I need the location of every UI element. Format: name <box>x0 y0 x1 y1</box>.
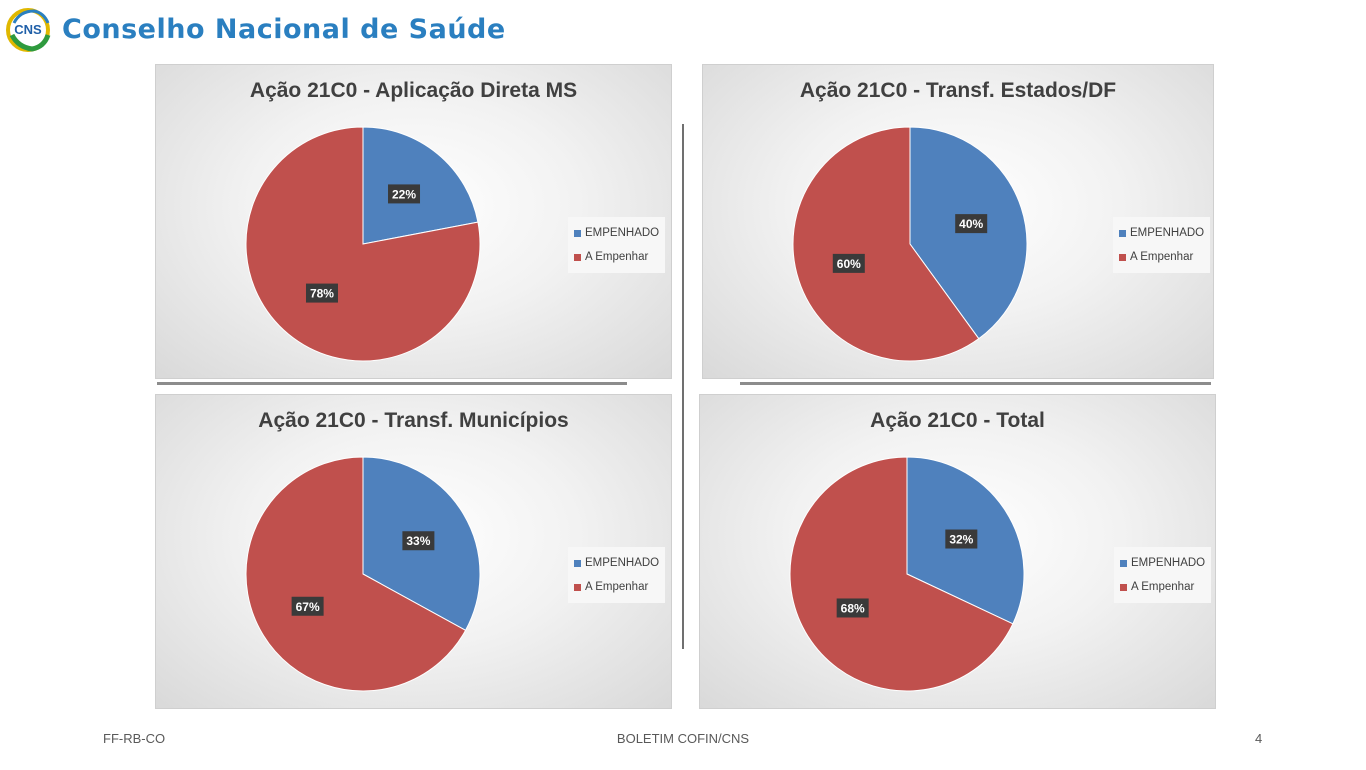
logo-text: CNS <box>14 22 42 37</box>
header: CNS Conselho Nacional de Saúde <box>4 4 506 54</box>
chart-legend: EMPENHADO A Empenhar <box>1114 547 1212 603</box>
data-label: 67% <box>291 596 324 616</box>
chart-panel-municipios: Ação 21C0 - Transf. Municípios 33% 67% EM… <box>155 394 672 709</box>
data-label-text: 78% <box>310 287 334 301</box>
chart-legend: EMPENHADO A Empenhar <box>568 547 666 603</box>
pie-slice-a-empenhar <box>789 456 1014 692</box>
chart-panel-aplicacao-direta: Ação 21C0 - Aplicação Direta MS 22% 78% E… <box>155 64 672 379</box>
footer-code: FF-RB-CO <box>103 731 166 746</box>
data-label-background <box>305 283 338 303</box>
pie-chart: 32% 68% <box>789 456 1025 692</box>
legend-label: EMPENHADO <box>1131 557 1206 569</box>
legend-label: EMPENHADO <box>585 227 660 239</box>
pie-slice-a-empenhar <box>792 126 980 362</box>
legend-swatch-a-empenhar <box>574 253 581 261</box>
data-label-background <box>836 598 869 618</box>
data-label: 40% <box>955 214 988 234</box>
data-label: 33% <box>402 531 435 551</box>
footer-title: BOLETIM COFIN/CNS <box>616 731 750 746</box>
data-label-text: 32% <box>949 533 973 547</box>
chart-title: Ação 21C0 - Total <box>870 409 1045 432</box>
data-label-text: 40% <box>959 217 983 231</box>
chart-panel-estados-df: Ação 21C0 - Transf. Estados/DF 40% 60% EM… <box>702 64 1214 379</box>
legend-label: A Empenhar <box>585 251 649 263</box>
data-label-background <box>402 531 435 551</box>
legend-swatch-empenhado <box>1119 229 1126 237</box>
legend-swatch-a-empenhar <box>1119 253 1126 261</box>
legend-swatch-empenhado <box>574 559 581 567</box>
pie-chart: 22% 78% <box>245 126 481 362</box>
chart-panel-total: Ação 21C0 - Total 32% 68% EMPENHADO A Emp… <box>699 394 1216 709</box>
chart-title: Ação 21C0 - Transf. Municípios <box>258 409 569 432</box>
legend-item-empenhado: EMPENHADO <box>574 551 659 575</box>
cns-logo: CNS <box>6 8 51 52</box>
data-label-text: 68% <box>841 601 865 615</box>
data-label-background <box>955 214 988 234</box>
legend-item-empenhado: EMPENHADO <box>1120 551 1205 575</box>
data-label-text: 60% <box>837 257 861 271</box>
legend-item-empenhado: EMPENHADO <box>574 221 659 245</box>
legend-label: EMPENHADO <box>585 557 660 569</box>
legend-label: A Empenhar <box>1130 251 1194 263</box>
data-label-text: 67% <box>296 600 320 614</box>
chart-legend: EMPENHADO A Empenhar <box>568 217 666 273</box>
data-label-background <box>945 529 978 549</box>
data-label: 32% <box>945 529 978 549</box>
chart-title: Ação 21C0 - Aplicação Direta MS <box>249 79 578 102</box>
legend-label: A Empenhar <box>585 581 649 593</box>
page-title: Conselho Nacional de Saúde <box>62 13 506 45</box>
legend-label: A Empenhar <box>1131 581 1195 593</box>
data-label: 78% <box>305 283 338 303</box>
horizontal-divider-left <box>157 382 627 385</box>
data-label: 60% <box>832 253 865 273</box>
legend-item-a-empenhar: A Empenhar <box>1119 245 1204 269</box>
data-label: 22% <box>388 184 421 204</box>
legend-item-a-empenhar: A Empenhar <box>1120 575 1205 599</box>
data-label-text: 22% <box>392 187 416 201</box>
pie-slice-a-empenhar <box>245 456 467 692</box>
legend-item-a-empenhar: A Empenhar <box>574 245 659 269</box>
pie-slice-a-empenhar <box>245 126 481 362</box>
legend-swatch-a-empenhar <box>574 583 581 591</box>
legend-swatch-empenhado <box>574 229 581 237</box>
horizontal-divider-right <box>740 382 1211 385</box>
vertical-divider <box>682 124 684 649</box>
legend-label: EMPENHADO <box>1130 227 1205 239</box>
legend-swatch-a-empenhar <box>1120 583 1127 591</box>
data-label: 68% <box>836 598 869 618</box>
pie-chart: 40% 60% <box>792 126 1028 362</box>
data-label-background <box>388 184 421 204</box>
data-label-background <box>832 253 865 273</box>
data-label-text: 33% <box>406 534 430 548</box>
legend-item-empenhado: EMPENHADO <box>1119 221 1204 245</box>
legend-item-a-empenhar: A Empenhar <box>574 575 659 599</box>
data-label-background <box>291 596 324 616</box>
chart-legend: EMPENHADO A Empenhar <box>1113 217 1211 273</box>
legend-swatch-empenhado <box>1120 559 1127 567</box>
page-number: 4 <box>1255 731 1263 746</box>
pie-slice-empenhado <box>362 126 479 245</box>
chart-title: Ação 21C0 - Transf. Estados/DF <box>799 79 1117 102</box>
pie-chart: 33% 67% <box>245 456 481 692</box>
